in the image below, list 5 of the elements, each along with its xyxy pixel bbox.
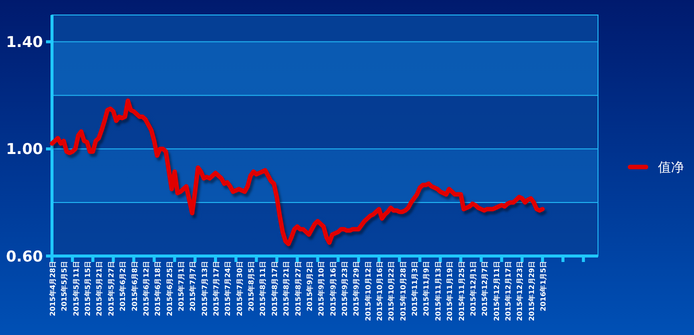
y-tick-label: 1.00 (6, 140, 43, 158)
y-tick-label: 1.40 (6, 33, 43, 52)
y-tick-label: 0.60 (6, 247, 43, 266)
legend-label: 值净 (658, 160, 684, 176)
line-series (50, 98, 545, 246)
